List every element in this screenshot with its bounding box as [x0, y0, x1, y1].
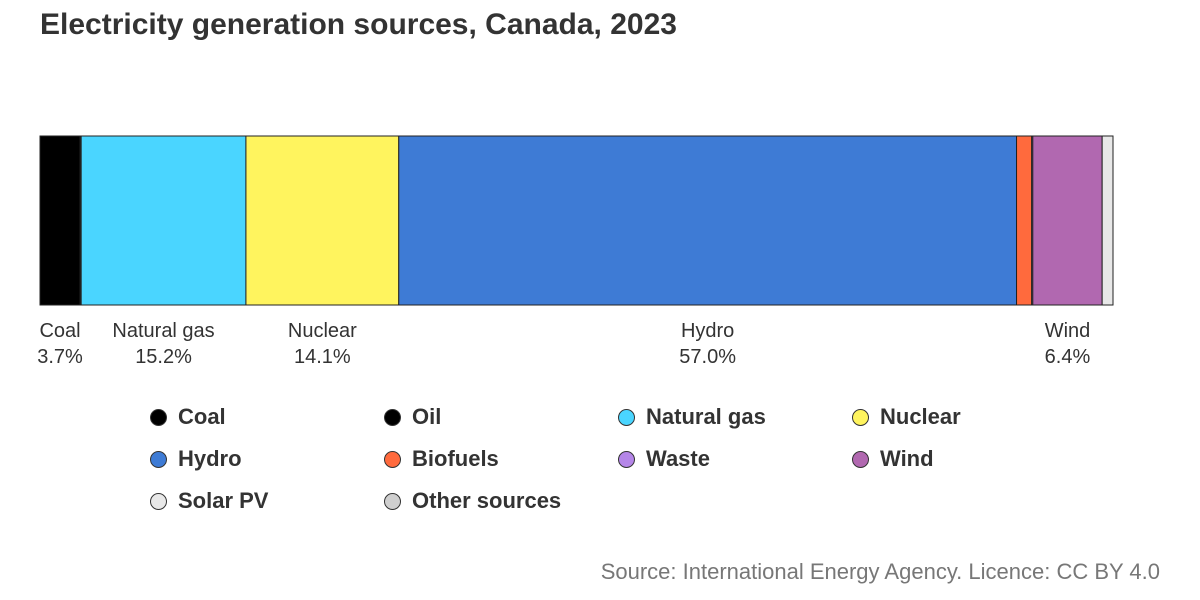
legend-swatch-coal — [150, 408, 167, 426]
legend-label-biofuels: Biofuels — [412, 446, 499, 471]
legend-item-wind: Wind — [852, 446, 934, 472]
legend-item-biofuels: Biofuels — [384, 446, 499, 472]
bar-segment-hydro — [398, 135, 1018, 306]
legend-item-coal: Coal — [150, 404, 226, 430]
legend-swatch-biofuels — [384, 450, 401, 468]
bar-segment-solar-pv — [1101, 135, 1114, 306]
legend-label-coal: Coal — [178, 404, 226, 429]
legend-item-solar-pv: Solar PV — [150, 488, 268, 514]
segment-label-nuclear: Nuclear — [288, 320, 357, 342]
legend-swatch-natural-gas — [618, 408, 635, 426]
legend-item-other-sources: Other sources — [384, 488, 561, 514]
legend-label-nuclear: Nuclear — [880, 404, 961, 429]
legend-item-waste: Waste — [618, 446, 710, 472]
bar-segment-coal — [39, 135, 81, 306]
legend-label-wind: Wind — [880, 446, 934, 471]
legend-item-hydro: Hydro — [150, 446, 242, 472]
source-note: Source: International Energy Agency. Lic… — [600, 559, 1160, 584]
legend-label-other-sources: Other sources — [412, 488, 562, 513]
legend-label-waste: Waste — [646, 446, 710, 471]
legend-swatch-hydro — [150, 450, 167, 468]
bar-segment-natural-gas — [80, 135, 247, 306]
legend-swatch-waste — [618, 450, 635, 468]
bar-segment-nuclear — [245, 135, 400, 306]
legend-label-natural-gas: Natural gas — [646, 404, 766, 429]
bar-segment-biofuels — [1016, 135, 1033, 306]
legend-label-hydro: Hydro — [178, 446, 242, 471]
legend-swatch-solar-pv — [150, 492, 167, 510]
segment-value-wind: 6.4% — [1045, 346, 1091, 368]
segment-value-nuclear: 14.1% — [294, 346, 351, 368]
legend-item-nuclear: Nuclear — [852, 404, 961, 430]
stacked-bar-chart: Coal 3.7% Natural gas 15.2% Nuclear 14.1% Hydr… — [37, 135, 1114, 368]
legend-label-oil: Oil — [412, 404, 442, 429]
legend-label-solar-pv: Solar PV — [178, 488, 269, 513]
segment-value-natural-gas: 15.2% — [135, 346, 192, 368]
segment-value-coal: 3.7% — [37, 346, 83, 368]
segment-label-wind: Wind — [1045, 320, 1091, 342]
segment-label-hydro: Hydro — [681, 320, 734, 342]
bar-segment-wind — [1032, 135, 1103, 306]
segment-value-hydro: 57.0% — [679, 346, 736, 368]
segment-label-natural-gas: Natural gas — [112, 320, 214, 342]
legend-swatch-nuclear — [852, 408, 869, 426]
legend-swatch-wind — [852, 450, 869, 468]
legend-item-oil: Oil — [384, 404, 441, 430]
chart-title: Electricity generation sources, Canada, … — [40, 8, 677, 41]
legend-swatch-other-sources — [384, 492, 401, 510]
legend-swatch-oil — [384, 408, 401, 426]
segment-label-coal: Coal — [39, 320, 80, 342]
legend-item-natural-gas: Natural gas — [618, 404, 766, 430]
